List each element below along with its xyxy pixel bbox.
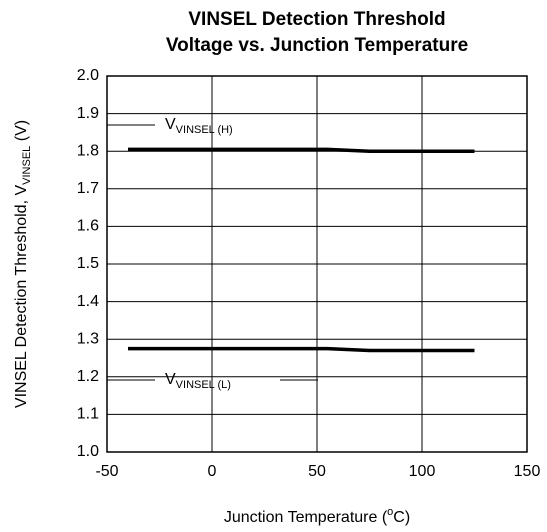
data-line	[128, 346, 475, 353]
data-line	[128, 147, 475, 153]
series-label-subscript: VINSEL (H)	[176, 124, 233, 136]
y-tick-label: 1.5	[77, 255, 99, 272]
x-tick-label: 0	[208, 463, 217, 480]
y-tick-label: 1.7	[77, 180, 99, 197]
y-tick-label: 1.1	[77, 406, 99, 423]
x-tick-label: 100	[409, 463, 436, 480]
series-label-subscript: VINSEL (L)	[176, 379, 231, 391]
y-tick-label: 1.6	[77, 218, 99, 235]
plot-frame	[106, 75, 528, 453]
y-tick-label: 1.0	[77, 443, 99, 460]
series-label-text: V	[165, 116, 176, 133]
y-tick-label: 1.2	[77, 368, 99, 385]
y-tick-label: 1.9	[77, 105, 99, 122]
y-tick-label: 1.8	[77, 142, 99, 159]
y-axis-label: VINSEL Detection Threshold, VVINSEL (V)	[13, 120, 33, 408]
chart-title: Voltage vs. Junction Temperature	[166, 35, 468, 56]
x-tick-label: 150	[514, 463, 541, 480]
y-tick-label: 1.3	[77, 330, 99, 347]
chart-title: VINSEL Detection Threshold	[188, 9, 445, 30]
x-tick-label: -50	[95, 463, 118, 480]
x-tick-label: 50	[308, 463, 326, 480]
x-axis-label: Junction Temperature (oC)	[224, 506, 410, 526]
series-label: VVINSEL (L)	[165, 371, 231, 391]
series-label-text: V	[165, 371, 176, 388]
series-label: VVINSEL (H)	[165, 116, 233, 136]
y-tick-label: 2.0	[77, 67, 99, 84]
y-tick-label: 1.4	[77, 293, 99, 310]
